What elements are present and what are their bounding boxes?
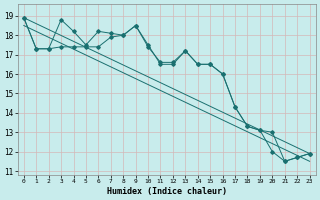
- X-axis label: Humidex (Indice chaleur): Humidex (Indice chaleur): [107, 187, 227, 196]
